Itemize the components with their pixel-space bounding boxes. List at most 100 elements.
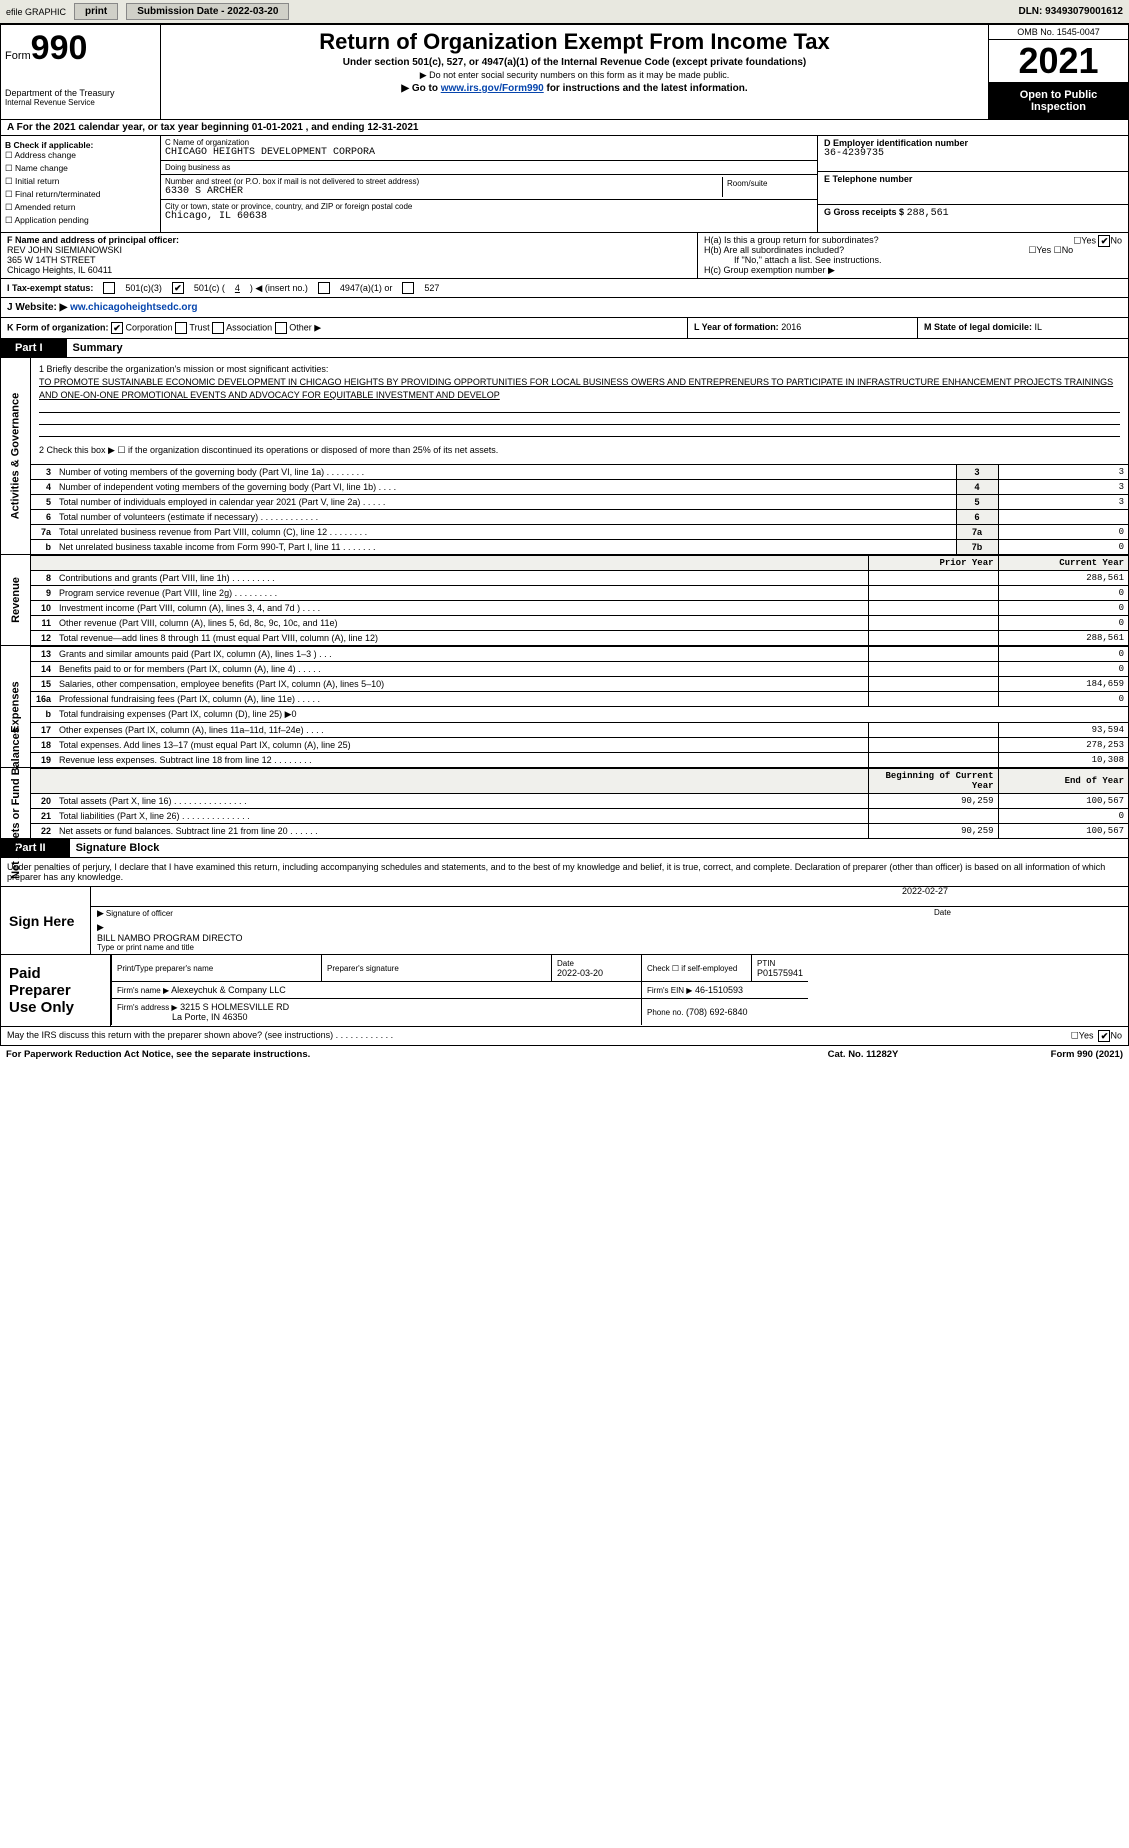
chk-corporation[interactable]: ✔	[111, 322, 123, 334]
sign-date: 2022-02-27	[902, 886, 948, 896]
chk-trust[interactable]	[175, 322, 187, 334]
irs-label: Internal Revenue Service	[5, 98, 156, 107]
chk-address-change[interactable]: ☐ Address change	[5, 150, 156, 161]
self-employed-check[interactable]: Check ☐ if self-employed	[642, 955, 752, 982]
gross-box: G Gross receipts $ 288,561	[818, 205, 1128, 221]
expenses-group: Expenses 13Grants and similar amounts pa…	[0, 646, 1129, 768]
form-word: Form	[5, 50, 31, 62]
omb-number: OMB No. 1545-0047	[989, 25, 1128, 40]
mission-text: TO PROMOTE SUSTAINABLE ECONOMIC DEVELOPM…	[39, 376, 1120, 401]
paid-preparer-row: Paid Preparer Use Only Print/Type prepar…	[0, 955, 1129, 1027]
chk-initial-return[interactable]: ☐ Initial return	[5, 176, 156, 187]
blank-line	[39, 401, 1120, 413]
chk-501c[interactable]: ✔	[172, 282, 184, 294]
row-klm: K Form of organization: ✔ Corporation Tr…	[0, 318, 1129, 339]
cat-no: Cat. No. 11282Y	[763, 1049, 963, 1060]
part1-bar: Part I Summary	[0, 339, 1129, 358]
sign-here-row: Sign Here 2022-02-27 Signature of office…	[0, 887, 1129, 955]
tel-box: E Telephone number	[818, 172, 1128, 205]
firm-address: 3215 S HOLMESVILLE RD	[180, 1002, 289, 1012]
expenses-table: 13Grants and similar amounts paid (Part …	[31, 646, 1128, 767]
netassets-table: Beginning of Current YearEnd of Year 20T…	[31, 768, 1128, 838]
group-return-h: H(a) Is this a group return for subordin…	[698, 233, 1128, 278]
tax-period: A For the 2021 calendar year, or tax yea…	[0, 120, 1129, 136]
dept-treasury: Department of the Treasury	[5, 88, 156, 98]
col-c-org: C Name of organization CHICAGO HEIGHTS D…	[161, 136, 818, 232]
chk-final-return[interactable]: ☐ Final return/terminated	[5, 189, 156, 200]
chk-assoc[interactable]	[212, 322, 224, 334]
org-name-box: C Name of organization CHICAGO HEIGHTS D…	[161, 136, 817, 161]
title-block: Return of Organization Exempt From Incom…	[161, 25, 988, 119]
room-suite: Room/suite	[723, 177, 813, 197]
firm-phone: (708) 692-6840	[686, 1007, 748, 1017]
tax-exempt-status: I Tax-exempt status: 501(c)(3) ✔ 501(c) …	[0, 279, 1129, 298]
website-link[interactable]: ww.chicagoheightsedc.org	[70, 302, 197, 313]
b-header: B Check if applicable:	[5, 140, 156, 150]
chk-app-pending[interactable]: ☐ Application pending	[5, 215, 156, 226]
chk-other[interactable]	[275, 322, 287, 334]
governance-group: Activities & Governance 1 Briefly descri…	[0, 358, 1129, 555]
chk-name-change[interactable]: ☐ Name change	[5, 163, 156, 174]
year-block: OMB No. 1545-0047 2021 Open to Public In…	[988, 25, 1128, 119]
state-domicile: M State of legal domicile: IL	[918, 318, 1128, 338]
chk-amended[interactable]: ☐ Amended return	[5, 202, 156, 213]
city-box: City or town, state or province, country…	[161, 200, 817, 224]
firm-ein: 46-1510593	[695, 985, 743, 995]
col-b-checkboxes: B Check if applicable: ☐ Address change …	[1, 136, 161, 232]
discuss-row: May the IRS discuss this return with the…	[0, 1027, 1129, 1046]
501c-insert: 4	[235, 283, 240, 293]
ssn-note: ▶ Do not enter social security numbers o…	[169, 70, 980, 81]
tax-year: 2021	[989, 40, 1128, 83]
netassets-group: Net Assets or Fund Balances Beginning of…	[0, 768, 1129, 839]
prep-date: 2022-03-20	[557, 968, 603, 978]
revenue-table: Prior YearCurrent Year 8Contributions an…	[31, 555, 1128, 645]
efile-label: efile GRAPHIC	[6, 7, 66, 17]
signature-line[interactable]: 2022-02-27	[91, 887, 1128, 907]
ptin: P01575941	[757, 968, 803, 978]
city: Chicago, IL 60638	[165, 211, 813, 222]
typed-name: BILL NAMBO PROGRAM DIRECTO Type or print…	[91, 920, 1128, 954]
preparer-table: Print/Type preparer's name Preparer's si…	[111, 955, 808, 1025]
sidetab-revenue: Revenue	[1, 555, 31, 645]
form-header: Form990 Department of the Treasury Inter…	[0, 24, 1129, 120]
firm-name: Alexeychuk & Company LLC	[171, 985, 286, 995]
date-label: Date	[928, 907, 1128, 920]
form-title: Return of Organization Exempt From Incom…	[169, 29, 980, 55]
page-footer: For Paperwork Reduction Act Notice, see …	[0, 1046, 1129, 1063]
website-row: J Website: ▶ ww.chicagoheightsedc.org	[0, 298, 1129, 318]
print-button[interactable]: print	[74, 3, 118, 20]
efile-topbar: efile GRAPHIC print Submission Date - 20…	[0, 0, 1129, 24]
form-footer: Form 990 (2021)	[963, 1049, 1123, 1060]
sidetab-governance: Activities & Governance	[1, 358, 31, 554]
org-name: CHICAGO HEIGHTS DEVELOPMENT CORPORA	[165, 147, 813, 158]
pra-notice: For Paperwork Reduction Act Notice, see …	[6, 1049, 763, 1060]
irs-link[interactable]: www.irs.gov/Form990	[441, 83, 544, 94]
blank-line	[39, 413, 1120, 425]
form-number-block: Form990 Department of the Treasury Inter…	[1, 25, 161, 119]
year-formation: L Year of formation: 2016	[688, 318, 918, 338]
chk-527[interactable]	[402, 282, 414, 294]
submission-date-button[interactable]: Submission Date - 2022-03-20	[126, 3, 289, 20]
gross-receipts: 288,561	[907, 208, 949, 219]
section-bcd: B Check if applicable: ☐ Address change …	[0, 136, 1129, 233]
ein-box: D Employer identification number 36-4239…	[818, 136, 1128, 172]
q2-label: 2 Check this box ▶ ☐ if the organization…	[39, 445, 1120, 456]
revenue-group: Revenue Prior YearCurrent Year 8Contribu…	[0, 555, 1129, 646]
principal-officer: F Name and address of principal officer:…	[1, 233, 698, 278]
street-box: Number and street (or P.O. box if mail i…	[161, 175, 817, 200]
hb-no-checked: ✔	[1098, 235, 1110, 247]
form-of-org: K Form of organization: ✔ Corporation Tr…	[1, 318, 688, 338]
chk-4947[interactable]	[318, 282, 330, 294]
col-d: D Employer identification number 36-4239…	[818, 136, 1128, 232]
paid-preparer-label: Paid Preparer Use Only	[1, 955, 111, 1026]
sig-officer-label: Signature of officer	[91, 907, 928, 920]
public-inspection: Open to Public Inspection	[989, 83, 1128, 119]
form-number: 990	[31, 29, 88, 67]
chk-501c3[interactable]	[103, 282, 115, 294]
instructions-line: ▶ Go to www.irs.gov/Form990 for instruct…	[169, 83, 980, 94]
dln-label: DLN: 93493079001612	[1018, 6, 1123, 17]
blank-line	[39, 425, 1120, 437]
row-fh: F Name and address of principal officer:…	[0, 233, 1129, 279]
dba-box: Doing business as	[161, 161, 817, 175]
form-subtitle: Under section 501(c), 527, or 4947(a)(1)…	[169, 57, 980, 68]
